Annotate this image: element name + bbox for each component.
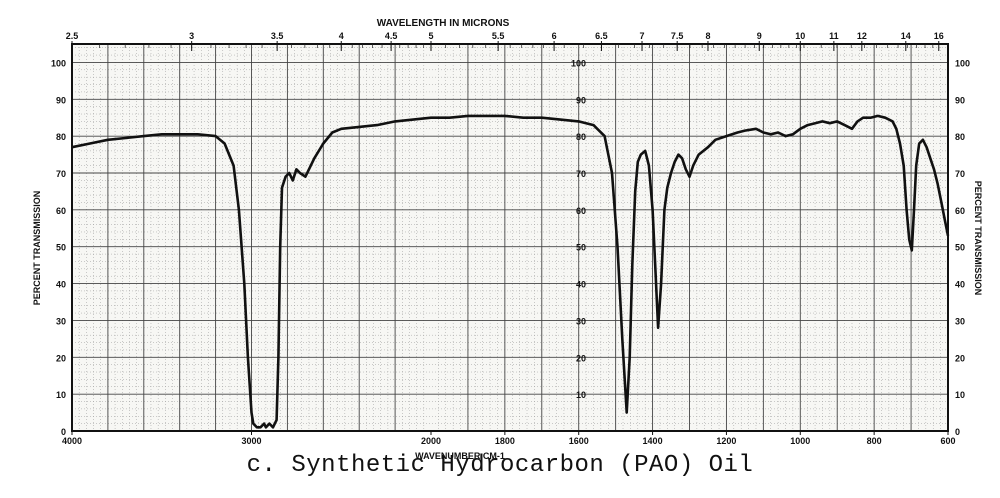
y-tick-label-left: 10	[56, 390, 66, 400]
y-tick-label-inner: 50	[576, 243, 586, 253]
y-tick-label-inner: 20	[576, 353, 586, 363]
y-tick-label-right: 40	[955, 280, 965, 290]
x2-tick-label: 5.5	[492, 31, 505, 41]
y-tick-label-left: 20	[56, 353, 66, 363]
x2-tick-label: 2.5	[66, 31, 79, 41]
x-tick-label: 1600	[569, 436, 589, 446]
y-tick-label-inner: 70	[576, 169, 586, 179]
major-grid	[72, 44, 948, 432]
x2-tick-label: 10	[795, 31, 805, 41]
y-tick-label-right: 50	[955, 243, 965, 253]
x-tick-label: 800	[867, 436, 882, 446]
y-tick-label-inner: 90	[576, 95, 586, 105]
y-tick-label-inner: 100	[571, 58, 586, 68]
x2-tick-label: 7.5	[671, 31, 684, 41]
y-tick-label-left: 40	[56, 280, 66, 290]
x-tick-label: 3000	[241, 436, 261, 446]
x2-tick-label: 6	[552, 31, 557, 41]
y-tick-label-left: 50	[56, 243, 66, 253]
x-tick-label: 1800	[495, 436, 515, 446]
plot-background	[72, 44, 948, 431]
y-tick-label-right: 100	[955, 58, 970, 68]
x2-tick-label: 16	[934, 31, 944, 41]
y-axis-title-right: PERCENT TRANSMISSION	[973, 181, 983, 296]
y-tick-label-right: 20	[955, 353, 965, 363]
x2-tick-label: 4.5	[385, 31, 398, 41]
x2-tick-label: 8	[705, 31, 710, 41]
y-tick-label-right: 10	[955, 390, 965, 400]
y-tick-label-inner: 10	[576, 390, 586, 400]
y-tick-label-right: 90	[955, 95, 965, 105]
y-tick-label-left: 30	[56, 316, 66, 326]
y-tick-label-right: 80	[955, 132, 965, 142]
y-tick-label-inner: 60	[576, 206, 586, 216]
x2-axis-title: WAVELENGTH IN MICRONS	[377, 18, 510, 29]
x-axis-title: WAVENUMBER CM-1	[415, 451, 505, 461]
x-tick-label: 1000	[790, 436, 810, 446]
x2-tick-label: 3	[189, 31, 194, 41]
y-tick-label-right: 60	[955, 206, 965, 216]
x2-tick-label: 12	[857, 31, 867, 41]
y-tick-label-left: 80	[56, 132, 66, 142]
y-tick-label-left: 70	[56, 169, 66, 179]
y-tick-label-right: 30	[955, 316, 965, 326]
x2-tick-label: 7	[640, 31, 645, 41]
x2-tick-label: 6.5	[595, 31, 608, 41]
y-tick-label-left: 60	[56, 206, 66, 216]
spectrum-line	[71, 114, 950, 429]
y-tick-label-right: 70	[955, 169, 965, 179]
x-tick-label: 4000	[62, 436, 82, 446]
y-tick-label-left: 90	[56, 95, 66, 105]
y-tick-label-left: 100	[51, 58, 66, 68]
x2-tick-label: 11	[829, 31, 839, 41]
x2-tick-label: 4	[339, 31, 344, 41]
x-tick-label: 1200	[716, 436, 736, 446]
chart-marks: 0 0 10 10 20 20 30 30 40 40 50 50 60 60 70 70 80 80 90 90 10…	[51, 31, 970, 446]
x2-tick-label: 9	[757, 31, 762, 41]
y-tick-label-inner: 80	[576, 132, 586, 142]
x-tick-label: 2000	[421, 436, 441, 446]
y-axis-title-left: PERCENT TRANSMISSION	[32, 191, 42, 306]
x2-tick-label: 14	[901, 31, 911, 41]
y-tick-label-inner: 40	[576, 280, 586, 290]
x-tick-label: 1400	[643, 436, 663, 446]
y-tick-label-left: 0	[61, 427, 66, 437]
x2-tick-label: 5	[428, 31, 433, 41]
y-tick-label-right: 0	[955, 427, 960, 437]
x2-tick-label: 3.5	[271, 31, 284, 41]
chart-caption: c. Synthetic Hydrocarbon (PAO) Oil	[246, 452, 754, 479]
x-tick-label: 600	[940, 436, 955, 446]
y-tick-label-inner: 30	[576, 316, 586, 326]
